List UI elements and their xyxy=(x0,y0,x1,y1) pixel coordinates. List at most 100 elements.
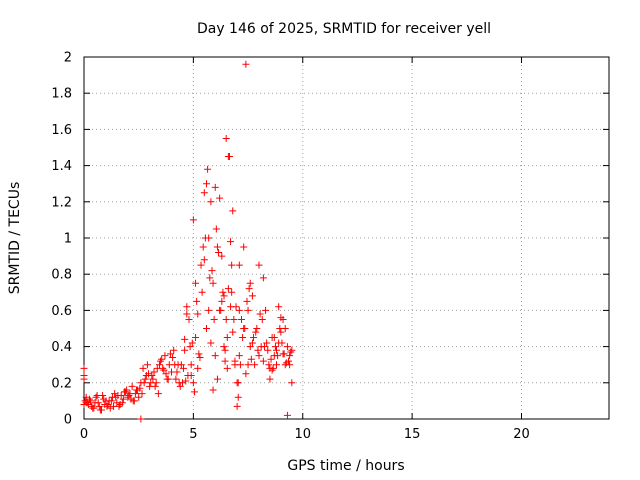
data-point xyxy=(241,325,249,332)
data-point xyxy=(255,352,263,360)
data-point xyxy=(251,361,259,369)
data-point xyxy=(209,386,217,394)
data-point xyxy=(245,285,253,293)
data-point xyxy=(189,216,197,224)
data-point xyxy=(277,328,285,336)
data-point xyxy=(200,189,208,197)
data-point xyxy=(153,364,161,372)
data-point xyxy=(188,339,196,347)
data-point xyxy=(158,355,166,363)
data-point xyxy=(151,382,159,390)
data-point xyxy=(234,393,242,401)
data-point xyxy=(195,350,203,358)
x-tick-labels: 0 5 10 15 20 xyxy=(80,427,530,442)
data-point xyxy=(212,225,220,233)
data-point xyxy=(252,328,260,336)
data-point xyxy=(181,346,189,354)
data-point xyxy=(263,339,271,347)
data-point xyxy=(181,335,189,343)
data-point xyxy=(137,415,145,423)
x-tick-label: 10 xyxy=(294,427,311,442)
data-point xyxy=(99,391,107,399)
data-point xyxy=(268,366,276,374)
data-point xyxy=(243,297,251,305)
data-point xyxy=(240,243,248,251)
x-axis-label: GPS time / hours xyxy=(287,458,404,474)
data-point xyxy=(236,361,244,369)
data-point xyxy=(138,390,146,398)
data-point xyxy=(283,411,291,419)
data-point xyxy=(162,370,170,378)
data-point xyxy=(223,334,231,342)
data-point xyxy=(256,310,264,318)
data-point xyxy=(125,391,133,399)
data-point xyxy=(169,353,177,361)
chart-title: Day 146 of 2025, SRMTID for receiver yel… xyxy=(197,21,491,37)
data-point xyxy=(234,379,242,387)
data-point xyxy=(106,404,114,412)
x-tick-label: 15 xyxy=(404,427,421,442)
data-point xyxy=(139,364,147,372)
data-point xyxy=(205,234,213,242)
data-point xyxy=(215,248,223,256)
data-point xyxy=(176,382,184,390)
data-point xyxy=(157,357,165,365)
data-point xyxy=(119,395,127,403)
data-point xyxy=(267,355,275,363)
data-point xyxy=(273,346,280,354)
data-point xyxy=(107,397,115,405)
data-point xyxy=(189,379,197,387)
data-point xyxy=(233,402,241,410)
data-point xyxy=(224,153,232,161)
data-point xyxy=(90,404,98,412)
data-point xyxy=(173,368,181,376)
data-points xyxy=(80,60,296,423)
data-point xyxy=(239,334,247,342)
data-point xyxy=(171,361,179,369)
x-tick-label: 0 xyxy=(80,427,88,442)
data-point xyxy=(80,364,88,372)
y-tick-label: 1.8 xyxy=(51,87,72,102)
data-point xyxy=(92,393,100,401)
data-point xyxy=(128,382,136,390)
data-point xyxy=(242,60,250,68)
y-tick-labels: 0 0.2 0.4 0.6 0.8 1 1.2 1.4 1.6 1.8 2 xyxy=(51,51,72,428)
data-point xyxy=(112,393,120,401)
data-point xyxy=(255,261,263,269)
y-tick-label: 1 xyxy=(64,232,72,247)
data-point xyxy=(183,303,191,311)
data-point xyxy=(228,288,236,296)
data-point xyxy=(172,375,180,383)
data-point xyxy=(221,357,229,365)
data-point xyxy=(280,350,288,358)
data-point xyxy=(182,377,190,385)
y-tick-label: 1.2 xyxy=(51,195,72,210)
data-point xyxy=(229,207,237,215)
grid xyxy=(84,57,609,419)
data-point xyxy=(208,267,216,275)
data-point xyxy=(170,346,178,354)
data-point xyxy=(210,315,218,323)
data-point xyxy=(218,252,226,260)
data-point xyxy=(124,393,132,401)
data-point xyxy=(154,390,162,398)
data-point xyxy=(142,372,150,380)
data-point xyxy=(205,306,213,314)
data-point xyxy=(244,361,252,369)
data-point xyxy=(95,402,103,410)
data-point xyxy=(207,339,215,347)
y-tick-label: 0.6 xyxy=(51,304,72,319)
data-point xyxy=(203,325,210,332)
data-point xyxy=(135,393,143,401)
data-point xyxy=(198,288,206,296)
data-point xyxy=(287,348,295,356)
data-point xyxy=(85,395,93,403)
data-point xyxy=(116,401,124,409)
data-point xyxy=(211,352,219,360)
data-point xyxy=(278,339,286,347)
data-point xyxy=(265,361,273,369)
data-point xyxy=(283,343,291,351)
data-point xyxy=(275,303,283,311)
data-point xyxy=(131,390,139,398)
